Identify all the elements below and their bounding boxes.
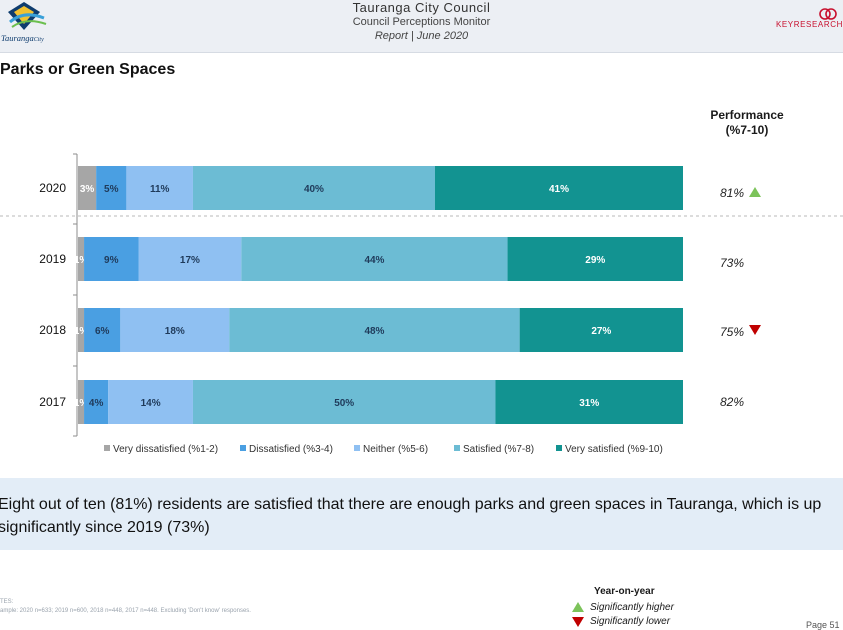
legend-label: Dissatisfied (%3-4) <box>249 444 333 455</box>
legend-swatch <box>454 445 460 451</box>
legend-label: Neither (%5-6) <box>363 444 428 455</box>
keyresearch-logo-icon <box>819 8 837 20</box>
data-label: 14% <box>141 398 161 409</box>
data-label: 44% <box>364 255 384 266</box>
data-label: 1% <box>74 326 89 337</box>
bar-segment <box>241 237 508 281</box>
bar-segment <box>96 166 127 210</box>
data-label: 5% <box>104 184 119 195</box>
tauranga-logo: TaurangaCity <box>0 0 60 48</box>
bar-segment <box>192 166 435 210</box>
performance-value-2020: 81% <box>720 186 780 200</box>
down-triangle-icon <box>572 617 584 627</box>
legend-label: Satisfied (%7-8) <box>463 444 534 455</box>
bar-segment <box>120 308 230 352</box>
data-label: 9% <box>104 255 119 266</box>
performance-value-2018: 75% <box>720 325 780 339</box>
data-label: 17% <box>180 255 200 266</box>
report-subtitle: Council Perceptions Monitor <box>352 16 491 28</box>
notes-heading: TES: <box>0 599 14 605</box>
data-label: 18% <box>165 326 185 337</box>
data-label: 41% <box>549 184 569 195</box>
bar-segment <box>84 237 139 281</box>
legend-swatch <box>240 445 246 451</box>
significantly-lower-icon <box>749 325 762 335</box>
legend-swatch <box>354 445 360 451</box>
bar-segment <box>84 380 109 424</box>
bar-segment <box>495 380 683 424</box>
bar-segment <box>78 308 85 352</box>
performance-value-text: 82% <box>720 395 745 409</box>
section-title: Parks or Green Spaces <box>0 61 176 78</box>
data-label: 40% <box>304 184 324 195</box>
yoy-lower-label: Significantly lower <box>590 616 671 627</box>
performance-heading: Performance (%7-10) <box>702 108 792 138</box>
performance-heading-line1: Performance <box>710 108 784 122</box>
council-title: Tauranga City Council <box>352 0 491 15</box>
summary-box: Eight out of ten (81%) residents are sat… <box>0 478 843 550</box>
category-label: 2017 <box>39 395 66 409</box>
tauranga-logo-icon <box>8 2 47 30</box>
data-label: 50% <box>334 398 354 409</box>
category-label: 2019 <box>39 252 66 266</box>
up-triangle-icon <box>572 602 584 612</box>
bar-segment <box>519 308 683 352</box>
bar-segment <box>192 380 496 424</box>
data-label: 48% <box>364 326 384 337</box>
data-label: 29% <box>585 255 605 266</box>
data-label: 3% <box>80 184 95 195</box>
performance-value-2019: 73% <box>720 256 780 270</box>
performance-value-text: 81% <box>720 186 745 200</box>
summary-text: Eight out of ten (81%) residents are sat… <box>0 496 822 536</box>
satisfaction-stacked-bar-chart: 2020 3% 5% 11% 40% 41% 2019 1% 9% 17% 44% 29% 2018 1%… <box>0 153 843 455</box>
category-label: 2020 <box>39 181 66 195</box>
keyresearch-logo: KEYRESEARCH <box>763 8 843 30</box>
notes-sample: ample: 2020 n=633; 2019 n=600, 2018 n=44… <box>0 608 251 614</box>
bar-segment <box>78 237 85 281</box>
legend-swatch <box>104 445 110 451</box>
data-label: 4% <box>89 398 104 409</box>
report-date: Report | June 2020 <box>374 30 469 42</box>
performance-value-text: 75% <box>720 325 745 339</box>
yoy-higher-label: Significantly higher <box>590 602 674 613</box>
data-label: 31% <box>579 398 599 409</box>
bar-segment <box>78 380 85 424</box>
performance-heading-line2: (%7-10) <box>725 123 769 137</box>
report-header: TaurangaCity Tauranga City Council Counc… <box>0 0 843 53</box>
bar-segment <box>84 308 121 352</box>
bar-segment <box>507 237 683 281</box>
data-label: 1% <box>74 255 89 266</box>
legend-label: Very dissatisfied (%1-2) <box>113 444 218 455</box>
data-label: 27% <box>591 326 611 337</box>
significantly-higher-icon <box>749 187 762 197</box>
performance-value-2017: 82% <box>720 395 780 409</box>
data-label: 11% <box>150 184 170 195</box>
performance-value-text: 73% <box>720 256 745 270</box>
notes: TES: ample: 2020 n=633; 2019 n=600, 2018… <box>0 598 251 616</box>
logo-wordmark: TaurangaCity <box>1 33 44 43</box>
category-label: 2018 <box>39 323 66 337</box>
yoy-heading: Year-on-year <box>594 586 655 597</box>
page-number: Page 51 <box>806 620 840 630</box>
legend-label: Very satisfied (%9-10) <box>565 444 663 455</box>
bar-segment <box>138 237 242 281</box>
bar-segment <box>434 166 683 210</box>
bar-segment <box>78 166 97 210</box>
data-label: 1% <box>74 398 89 409</box>
bar-segment <box>229 308 520 352</box>
keyresearch-wordmark: KEYRESEARCH <box>775 20 843 29</box>
legend-swatch <box>556 445 562 451</box>
data-label: 6% <box>95 326 110 337</box>
bar-segment <box>108 380 193 424</box>
bar-segment <box>126 166 193 210</box>
